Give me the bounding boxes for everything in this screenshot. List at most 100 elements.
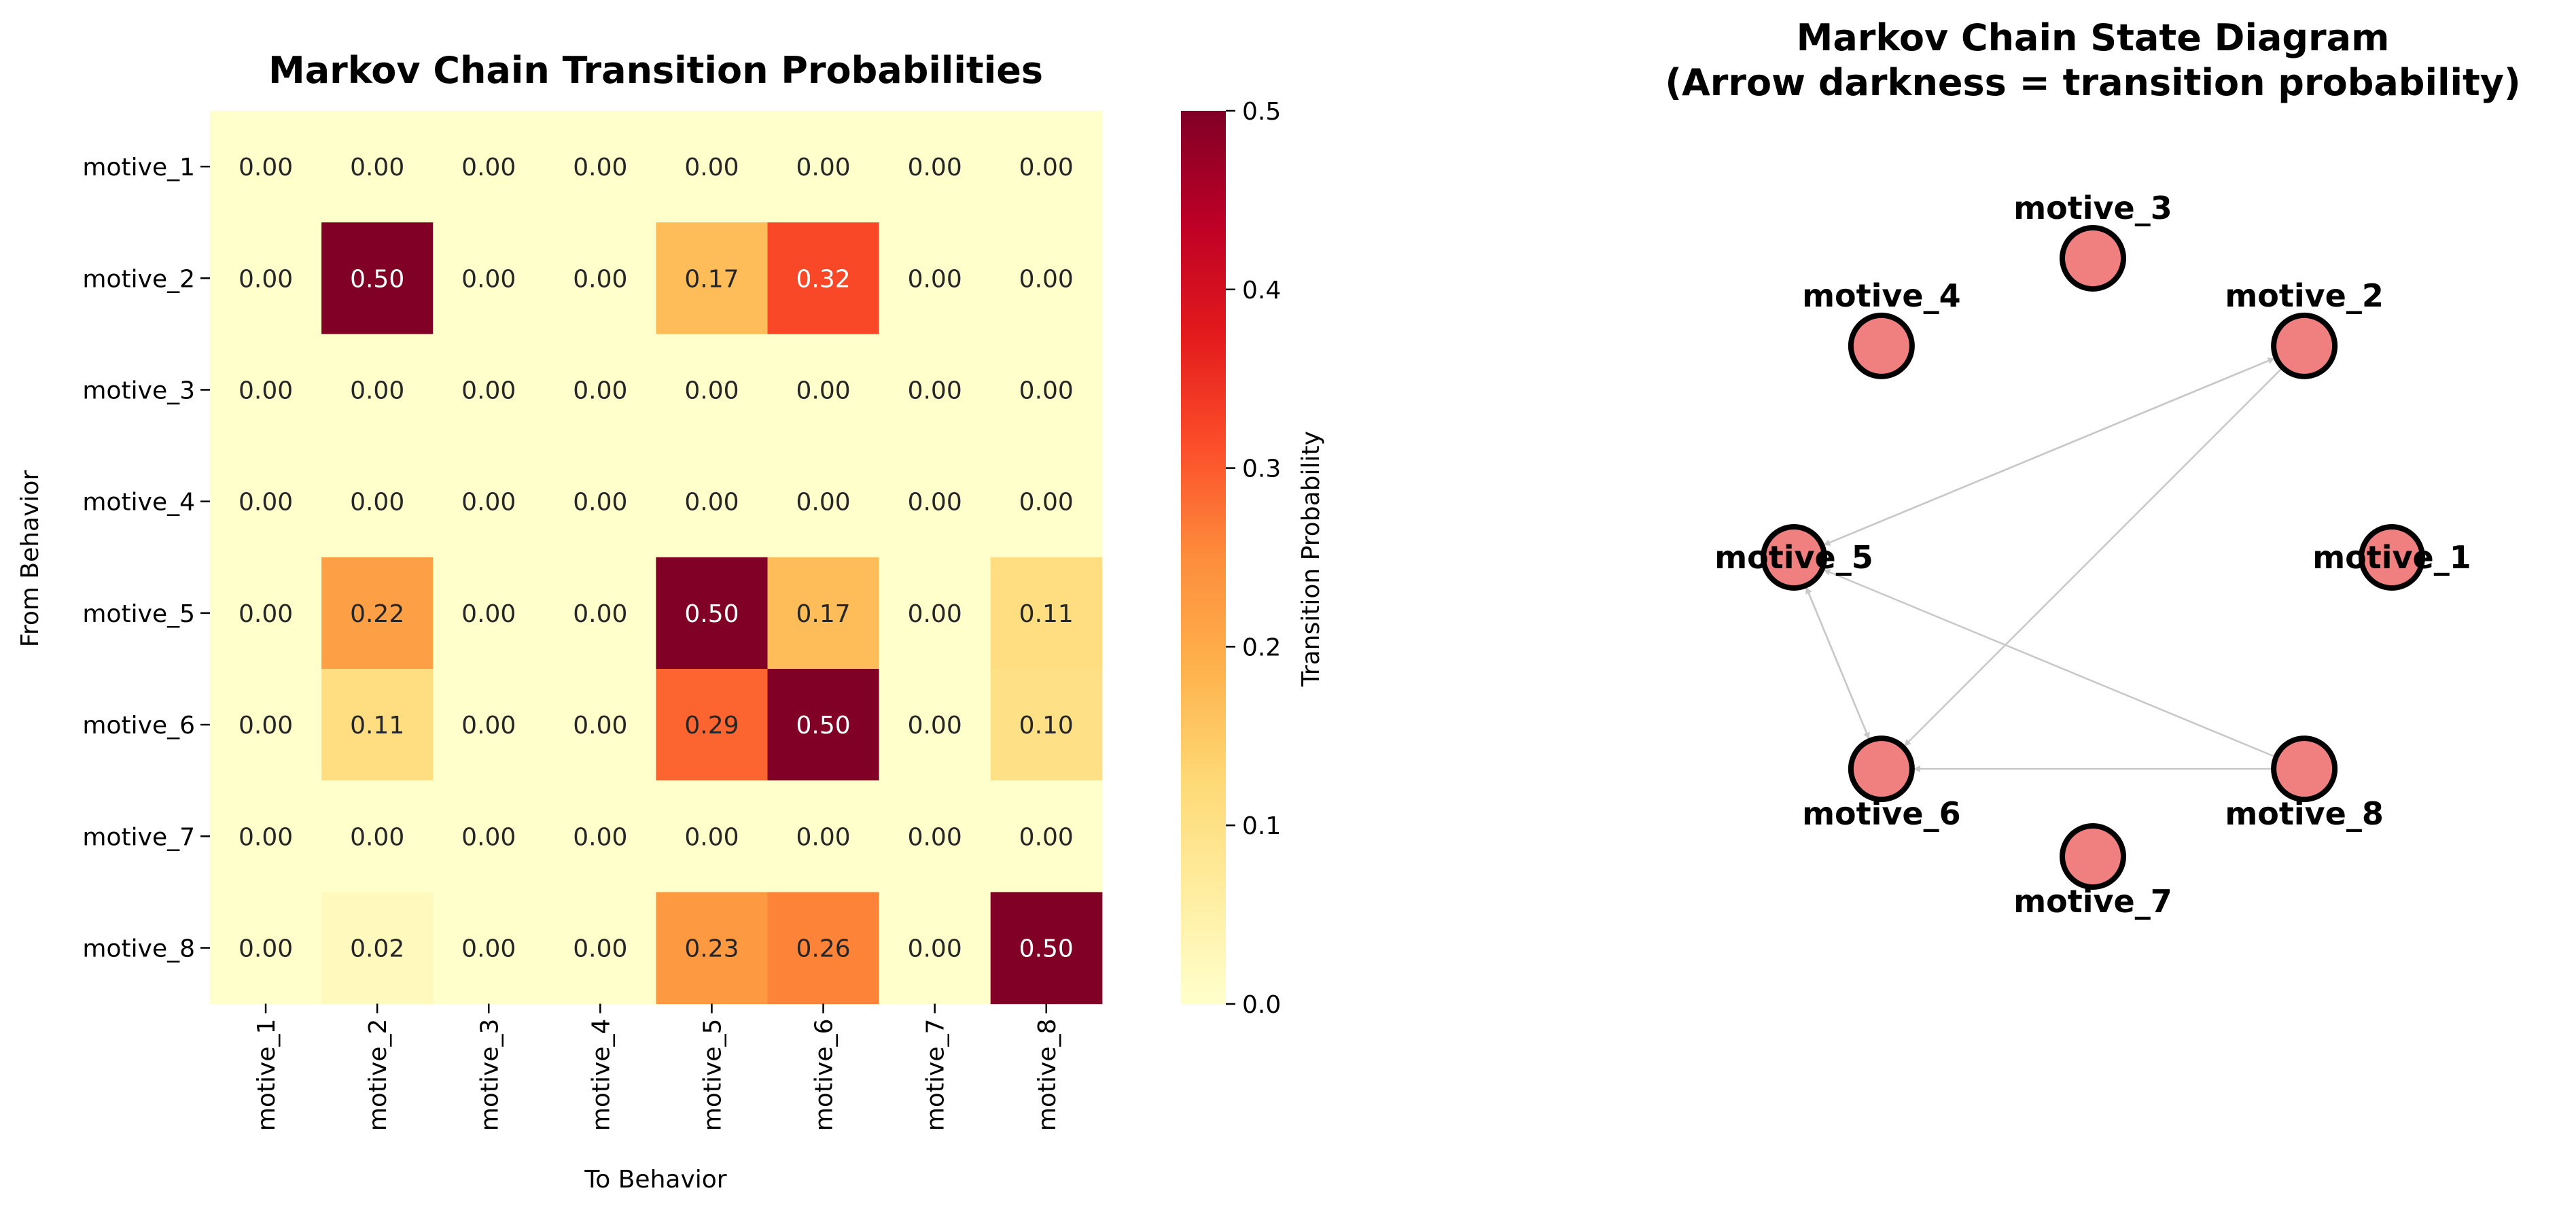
diagram-node-label: motive_1 bbox=[2312, 539, 2471, 576]
heatmap-cell-label: 0.00 bbox=[573, 265, 627, 293]
heatmap-cell bbox=[767, 111, 880, 223]
heatmap-cell-label: 0.00 bbox=[239, 712, 293, 740]
colorbar-tick-label: 0.2 bbox=[1242, 634, 1281, 661]
heatmap-cell bbox=[656, 780, 769, 892]
diagram-edge bbox=[1903, 366, 2284, 747]
diagram-nodes bbox=[1761, 225, 2425, 890]
heatmap-cell bbox=[656, 669, 769, 781]
heatmap-cell bbox=[433, 222, 545, 334]
heatmap-x-tick-label: motive_2 bbox=[364, 1019, 392, 1132]
heatmap-x-tick-label: motive_8 bbox=[1034, 1019, 1061, 1132]
heatmap-panel: Markov Chain Transition Probabilities 0.… bbox=[16, 49, 1103, 1194]
heatmap-cell bbox=[544, 111, 656, 223]
diagram-node-label: motive_5 bbox=[1714, 539, 1873, 576]
heatmap-y-tick-label: motive_3 bbox=[82, 377, 195, 405]
heatmap-cell-label: 0.29 bbox=[684, 712, 739, 740]
heatmap-cell bbox=[210, 557, 322, 670]
diagram-node bbox=[1848, 312, 1915, 379]
heatmap-y-tick-label: motive_1 bbox=[82, 154, 195, 181]
heatmap-y-tick-label: motive_2 bbox=[82, 265, 195, 293]
heatmap-cell bbox=[990, 222, 1103, 334]
state-diagram-panel: Markov Chain State Diagram (Arrow darkne… bbox=[1665, 16, 2520, 920]
heatmap-cell bbox=[767, 334, 880, 447]
heatmap-cell-label: 0.00 bbox=[461, 935, 516, 963]
heatmap-y-tick-label: motive_6 bbox=[82, 712, 195, 740]
heatmap-cell bbox=[767, 669, 880, 781]
heatmap-cell-label: 0.17 bbox=[796, 600, 850, 628]
heatmap-cell-label: 0.10 bbox=[1019, 712, 1074, 740]
heatmap-cell bbox=[656, 892, 769, 1005]
colorbar-tick-label: 0.3 bbox=[1242, 455, 1281, 483]
heatmap-cell bbox=[321, 222, 434, 334]
heatmap-x-tick-label: motive_6 bbox=[811, 1019, 839, 1132]
heatmap-cell-label: 0.00 bbox=[796, 823, 850, 851]
heatmap-cell bbox=[321, 445, 434, 558]
heatmap-y-tick-label: motive_7 bbox=[82, 823, 195, 851]
heatmap-cell-label: 0.00 bbox=[239, 600, 293, 628]
heatmap-cell-label: 0.00 bbox=[1019, 377, 1074, 405]
heatmap-cell-label: 0.00 bbox=[908, 154, 962, 181]
heatmap-cells: 0.00 0.00 0.00 0.00 0.00 0.00 0.00 0.00 0.00 0.50… bbox=[210, 111, 1103, 1005]
heatmap-cell bbox=[879, 780, 991, 892]
heatmap-cell-label: 0.11 bbox=[350, 712, 404, 740]
heatmap-cell-label: 0.00 bbox=[350, 823, 404, 851]
heatmap-cell-label: 0.00 bbox=[908, 377, 962, 405]
colorbar-tick-label: 0.4 bbox=[1242, 277, 1281, 305]
heatmap-cell bbox=[210, 780, 322, 892]
heatmap-cell bbox=[656, 334, 769, 447]
heatmap-cell bbox=[544, 892, 656, 1005]
heatmap-title: Markov Chain Transition Probabilities bbox=[268, 49, 1043, 92]
heatmap-cell bbox=[433, 334, 545, 447]
heatmap-y-ticks: motive_1 motive_2 motive_3 motive_4 motive_5… bbox=[82, 154, 210, 963]
heatmap-cell-label: 0.17 bbox=[684, 265, 739, 293]
heatmap-cell bbox=[433, 111, 545, 223]
heatmap-cell-label: 0.00 bbox=[684, 154, 739, 181]
heatmap-cell-label: 0.00 bbox=[1019, 265, 1074, 293]
diagram-labels: motive_1 motive_2 motive_3 motive_4 motive_5… bbox=[1714, 190, 2471, 920]
heatmap-cell bbox=[433, 780, 545, 892]
heatmap-cell-label: 0.00 bbox=[1019, 489, 1074, 517]
heatmap-cell bbox=[990, 445, 1103, 558]
heatmap-cell-label: 0.00 bbox=[461, 377, 516, 405]
heatmap-cell-label: 0.00 bbox=[350, 489, 404, 517]
heatmap-cell-label: 0.00 bbox=[796, 154, 850, 181]
heatmap-cell-label: 0.00 bbox=[684, 377, 739, 405]
heatmap-cell bbox=[767, 557, 880, 670]
colorbar-ticks: 0.0 0.1 0.2 0.3 0.4 0.5 bbox=[1226, 98, 1281, 1019]
heatmap-cell bbox=[656, 445, 769, 558]
heatmap-cell bbox=[990, 111, 1103, 223]
heatmap-cell bbox=[210, 445, 322, 558]
heatmap-cell-label: 0.50 bbox=[1019, 935, 1074, 963]
heatmap-cell bbox=[879, 445, 991, 558]
heatmap-cell bbox=[544, 445, 656, 558]
heatmap-cell-label: 0.00 bbox=[908, 935, 962, 963]
heatmap-cell bbox=[990, 892, 1103, 1005]
heatmap-x-tick-label: motive_3 bbox=[476, 1019, 504, 1132]
heatmap-cell bbox=[767, 222, 880, 334]
heatmap-cell-label: 0.00 bbox=[1019, 154, 1074, 181]
heatmap-cell bbox=[990, 557, 1103, 670]
heatmap-cell bbox=[656, 557, 769, 670]
heatmap-cell bbox=[879, 334, 991, 447]
heatmap-x-axis-label: To Behavior bbox=[584, 1166, 726, 1194]
heatmap-cell bbox=[433, 557, 545, 670]
heatmap-cell bbox=[544, 222, 656, 334]
heatmap-cell bbox=[879, 222, 991, 334]
heatmap-cell bbox=[433, 669, 545, 781]
heatmap-cell-label: 0.00 bbox=[239, 154, 293, 181]
colorbar-label: Transition Probability bbox=[1297, 431, 1325, 687]
heatmap-cell-label: 0.00 bbox=[239, 823, 293, 851]
heatmap-cell-label: 0.00 bbox=[461, 823, 516, 851]
heatmap-cell bbox=[990, 334, 1103, 447]
diagram-node-label: motive_6 bbox=[1802, 795, 1960, 832]
colorbar-tick-label: 0.1 bbox=[1242, 812, 1281, 840]
heatmap-cell-label: 0.02 bbox=[350, 935, 404, 963]
colorbar-gradient bbox=[1181, 111, 1226, 1004]
heatmap-cell-label: 0.00 bbox=[239, 935, 293, 963]
heatmap-cell bbox=[210, 669, 322, 781]
diagram-title: Markov Chain State Diagram bbox=[1797, 16, 2390, 59]
heatmap-cell-label: 0.00 bbox=[573, 600, 627, 628]
heatmap-cell bbox=[321, 111, 434, 223]
diagram-edge bbox=[1822, 357, 2276, 547]
